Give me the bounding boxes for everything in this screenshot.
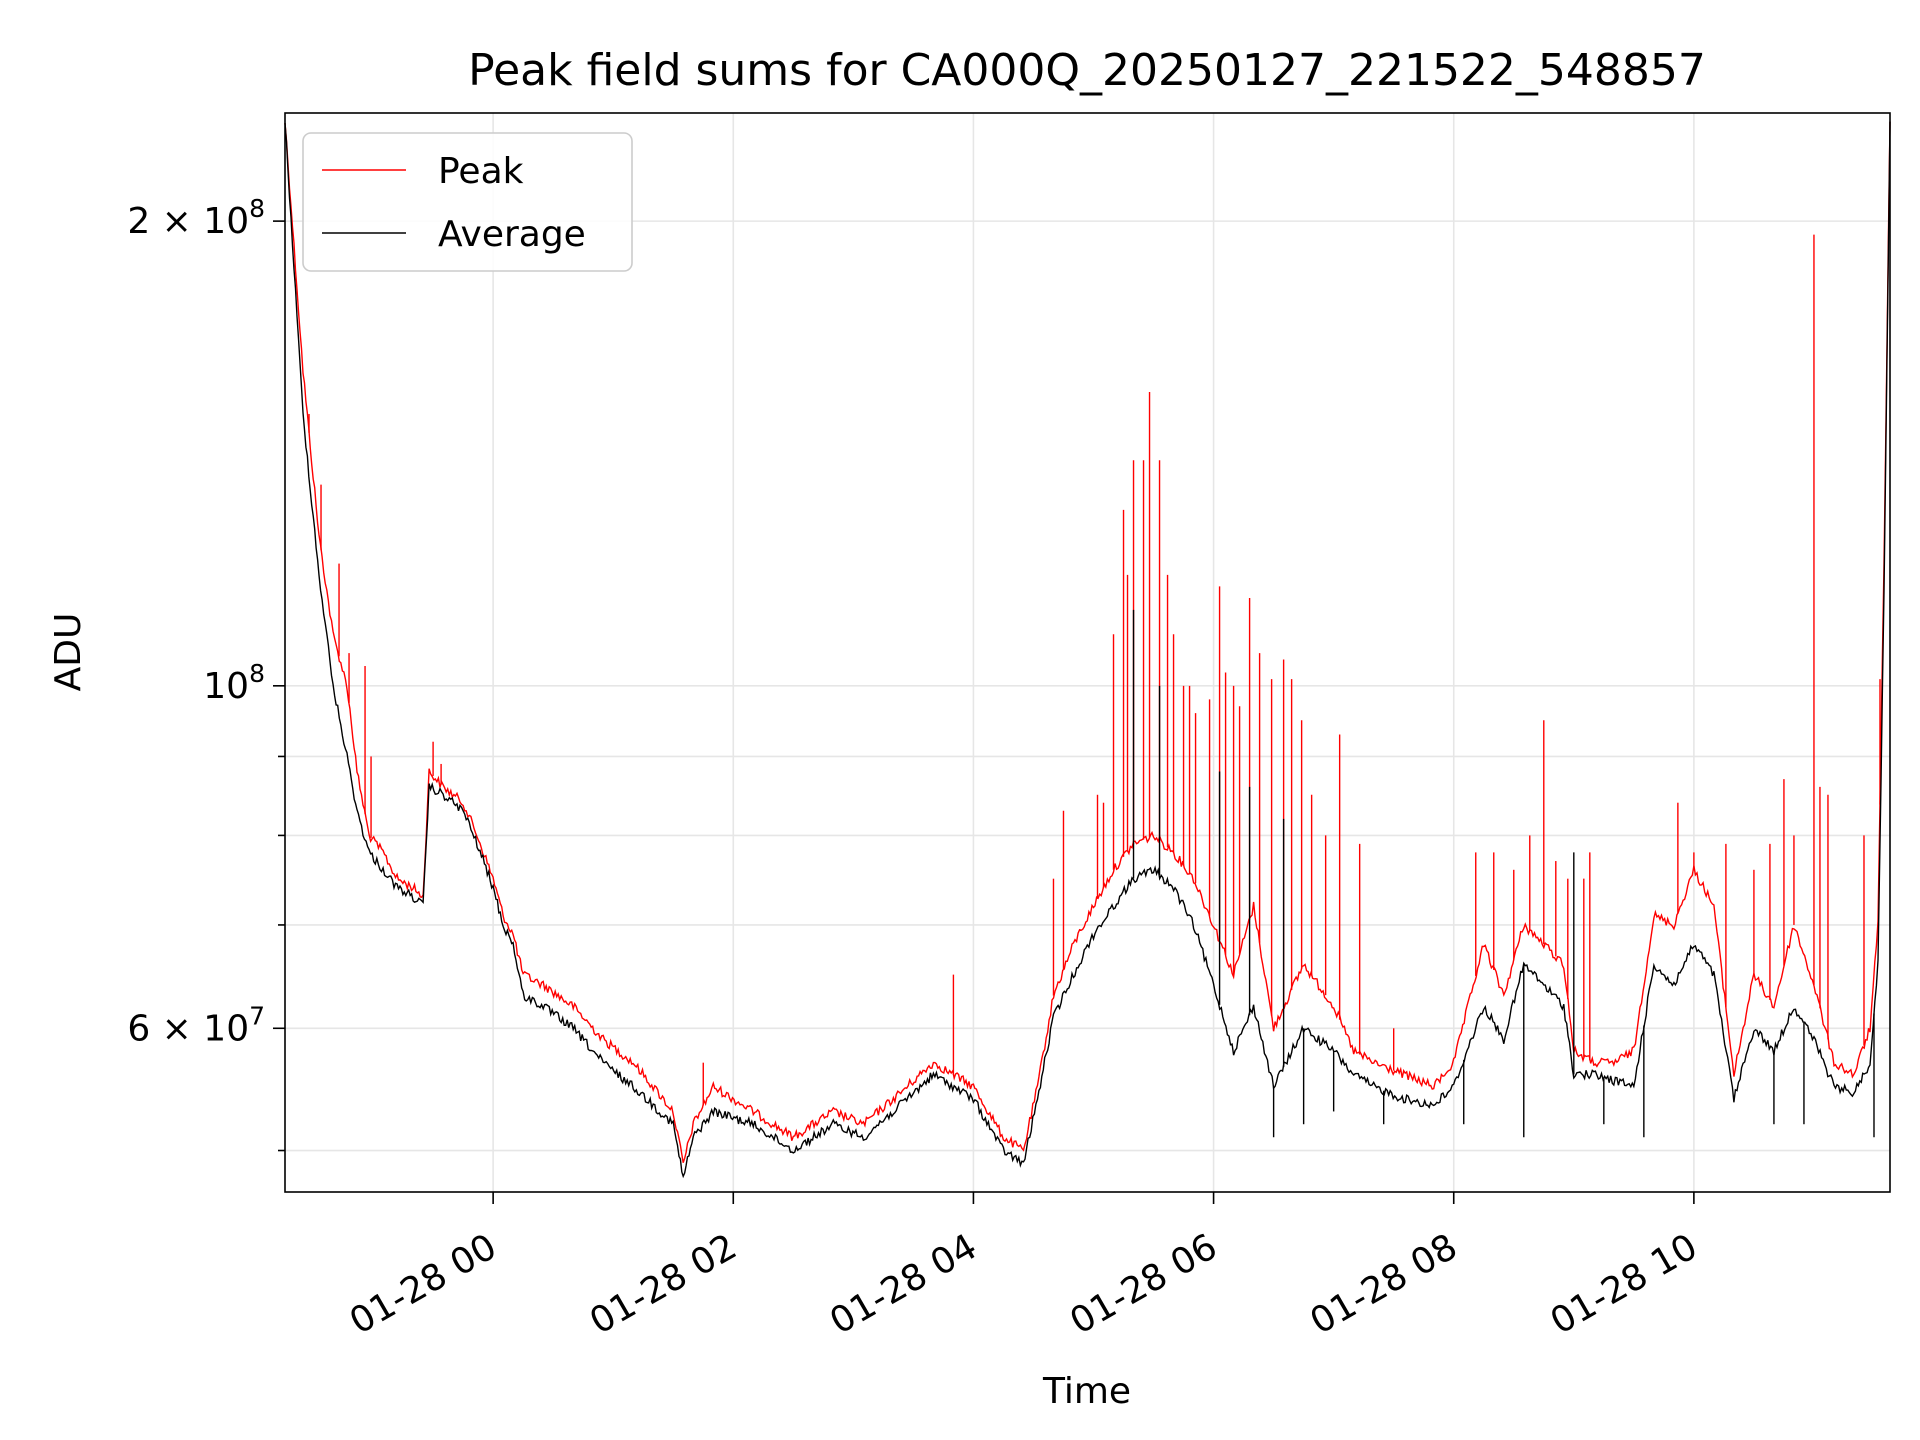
plot-frame xyxy=(284,112,1891,1193)
x-axis-label: Time xyxy=(1042,1371,1131,1412)
y-axis: 6 × 107 108 2 × 108 xyxy=(127,194,285,1152)
series-layer xyxy=(284,121,1891,1179)
y-tick-label: 6 × 107 xyxy=(127,1001,265,1049)
legend-peak-label: Peak xyxy=(438,151,524,192)
average-line xyxy=(284,121,1891,1179)
average-series xyxy=(284,121,1891,1179)
legend-average-label: Average xyxy=(438,214,586,255)
y-tick-label: 2 × 108 xyxy=(127,194,265,242)
grid xyxy=(285,113,1890,1192)
peak-series xyxy=(284,121,1891,1163)
peak-line xyxy=(284,121,1891,1163)
legend: Peak Average xyxy=(302,132,633,272)
legend-box xyxy=(302,132,633,272)
chart-title: Peak field sums for CA000Q_20250127_2215… xyxy=(468,45,1706,96)
y-axis-label: ADU xyxy=(48,613,89,692)
y-tick-label: 108 xyxy=(203,659,265,707)
